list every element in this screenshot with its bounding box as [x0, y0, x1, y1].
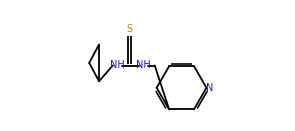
Text: NH: NH: [110, 61, 125, 70]
Text: N: N: [206, 83, 213, 93]
Text: NH: NH: [136, 61, 151, 70]
Text: S: S: [127, 24, 133, 34]
